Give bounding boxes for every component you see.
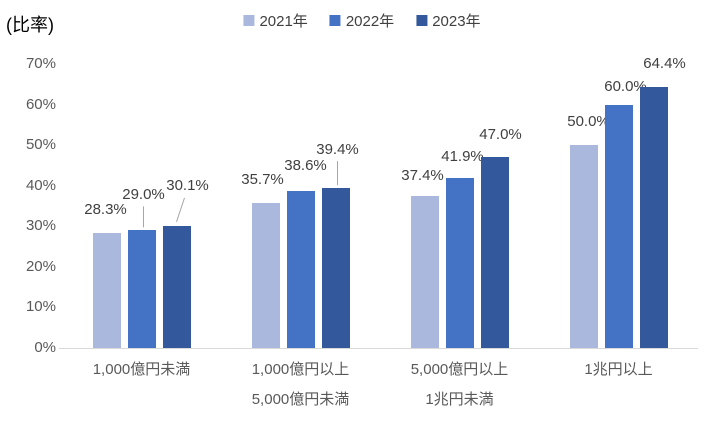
bar-2023年-1兆円以上 (639, 86, 668, 348)
y-axis-tick-label: 20% (25, 257, 56, 275)
legend: 2021年 2022年 2023年 (243, 10, 481, 31)
y-axis-tick-label: 10% (25, 298, 56, 316)
y-axis-tick-label: 50% (25, 136, 56, 154)
data-label: 47.0% (479, 126, 522, 144)
y-axis-unit-label: (比率) (6, 15, 54, 35)
bar-2021年-1兆円以上 (569, 145, 598, 348)
bar-2022年-1,000億円未満 (127, 230, 156, 348)
bar-2022年-1兆円以上 (604, 104, 633, 348)
bar-2023年-1,000億円以上 (321, 188, 350, 348)
data-label: 29.0% (122, 186, 165, 204)
bar-2021年-5,000億円以上 (410, 196, 439, 348)
legend-label: 2021年 (259, 13, 308, 30)
x-axis-category-label: 5,000億円以上 1兆円未満 (410, 361, 509, 408)
legend-label: 2023年 (432, 13, 481, 30)
data-label: 39.4% (316, 141, 359, 159)
y-axis-tick-label: 60% (25, 95, 56, 113)
data-label: 38.6% (284, 157, 327, 175)
data-label: 64.4% (643, 54, 686, 72)
data-label: 30.1% (166, 176, 209, 194)
legend-item-2021: 2021年 (243, 10, 308, 31)
x-axis-category-label: 1兆円以上 (584, 361, 653, 378)
legend-item-2022: 2022年 (329, 10, 395, 31)
x-axis-category-label: 1,000億円以上 5,000億円未満 (251, 361, 350, 408)
bar-2022年-1,000億円以上 (286, 191, 315, 348)
data-label: 28.3% (84, 201, 127, 219)
y-axis-tick-label: 0% (34, 339, 56, 356)
bar-2021年-1,000億円未満 (92, 233, 121, 348)
y-axis-tick-label: 40% (25, 176, 56, 194)
data-label: 35.7% (241, 171, 284, 189)
data-label: 60.0% (604, 77, 647, 95)
x-axis-category-label: 1,000億円未満 (92, 361, 191, 378)
legend-label: 2022年 (345, 13, 395, 30)
data-label: 41.9% (441, 148, 484, 165)
bar-2021年-1,000億円以上 (251, 203, 280, 348)
bar-2023年-1,000億円未満 (162, 225, 191, 348)
legend-swatch-icon (243, 15, 255, 26)
x-axis-line (59, 348, 698, 349)
bar-2023年-5,000億円以上 (480, 157, 509, 348)
bar-2022年-5,000億円以上 (445, 178, 474, 348)
y-axis-tick-label: 70% (25, 55, 56, 72)
y-axis-tick-label: 30% (25, 217, 56, 235)
data-label: 37.4% (401, 167, 444, 185)
legend-swatch-icon (416, 15, 428, 26)
legend-item-2023: 2023年 (416, 10, 481, 31)
data-label: 50.0% (567, 113, 610, 131)
legend-swatch-icon (329, 15, 341, 26)
